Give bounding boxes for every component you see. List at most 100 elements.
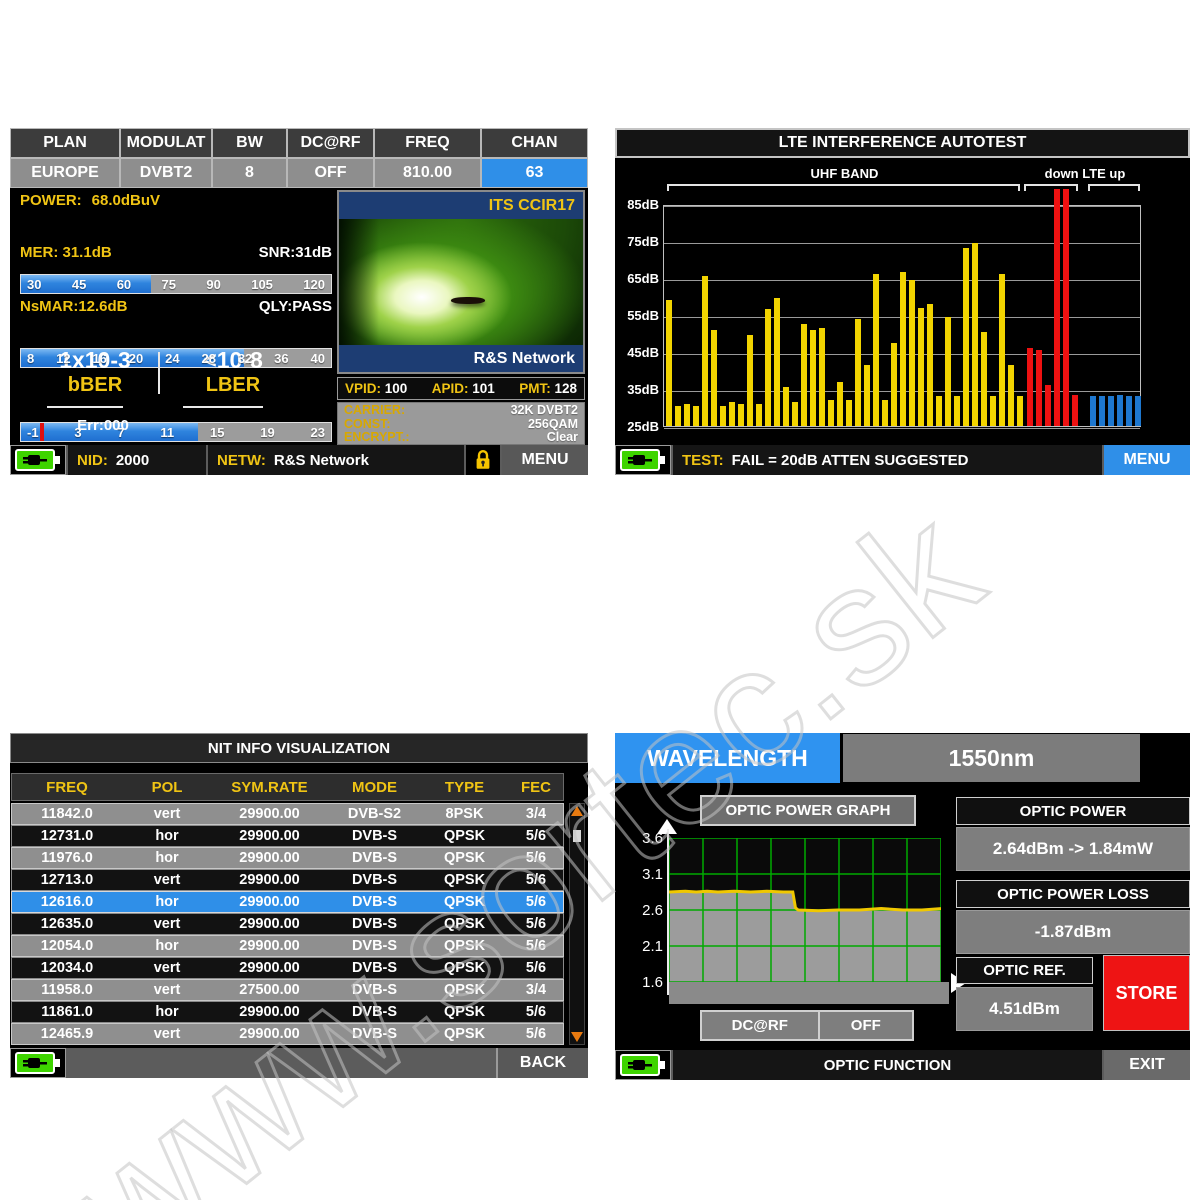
axis-tick-label: 1.6	[642, 974, 663, 991]
optic-function-panel: WAVELENGTH 1550nm OPTIC POWER GRAPH 3.6 3…	[615, 733, 1190, 1080]
battery-indicator	[10, 1048, 66, 1078]
pmt-value: 128	[554, 381, 577, 396]
table-cell: hor	[155, 894, 179, 910]
dcrf-label[interactable]: DC@RF	[702, 1012, 820, 1039]
chan-value[interactable]: 63	[481, 158, 588, 188]
table-cell: QPSK	[443, 938, 486, 954]
lte-bar	[729, 401, 735, 426]
lte-bar	[711, 329, 717, 426]
tick-label: 75	[161, 276, 176, 292]
table-cell: vert	[153, 960, 181, 976]
menu-button[interactable]: MENU	[1104, 445, 1190, 475]
back-button[interactable]: BACK	[496, 1048, 588, 1078]
table-row[interactable]: 12635.0 vert 29900.00 DVB-S QPSK 5/6	[11, 913, 564, 935]
lte-bar	[972, 242, 978, 426]
scroll-thumb[interactable]	[573, 830, 581, 842]
chan-header: CHAN	[481, 128, 588, 158]
optic-ylabels: 3.6 3.1 2.6 2.1 1.6	[623, 830, 663, 991]
table-row[interactable]: 11861.0 hor 29900.00 DVB-S QPSK 5/6	[11, 1001, 564, 1023]
freq-value[interactable]: 810.00	[374, 158, 481, 188]
table-cell: QPSK	[443, 916, 486, 932]
lte-bar	[1045, 385, 1051, 426]
netw-value: R&S Network	[273, 451, 369, 469]
wavelength-button[interactable]: WAVELENGTH	[615, 733, 840, 783]
table-row[interactable]: 12054.0 hor 29900.00 DVB-S QPSK 5/6	[11, 935, 564, 957]
test-result: FAIL = 20dB ATTEN SUGGESTED	[731, 451, 969, 469]
optic-ref-value: 4.51dBm	[956, 987, 1093, 1031]
lte-bar	[801, 324, 807, 426]
lte-bar	[981, 331, 987, 426]
nsmar-scalebar: -1 3 7 11 15 19 23	[20, 422, 332, 442]
lte-bar	[999, 274, 1005, 426]
lte-bar	[963, 248, 969, 426]
dcrf-box[interactable]: DC@RF OFF	[700, 1010, 914, 1041]
lte-bar	[1027, 348, 1033, 426]
store-button[interactable]: STORE	[1103, 955, 1190, 1031]
wavelength-value[interactable]: 1550nm	[843, 734, 1140, 782]
table-row[interactable]: 12616.0 hor 29900.00 DVB-S QPSK 5/6	[11, 891, 564, 913]
power-fill	[21, 275, 152, 293]
table-cell: vert	[153, 872, 181, 888]
battery-indicator	[10, 445, 66, 475]
axis-tick-label: 35dB	[627, 382, 659, 397]
dcrf-value[interactable]: OFF	[850, 1017, 881, 1034]
lte-bar	[783, 387, 789, 426]
tick-label: 32	[237, 350, 253, 366]
table-row[interactable]: 11958.0 vert 27500.00 DVB-S QPSK 3/4	[11, 979, 564, 1001]
tick-label: 24	[165, 350, 180, 366]
lte-bar	[900, 272, 906, 426]
table-cell: 3/4	[525, 982, 547, 998]
table-row[interactable]: 12713.0 vert 29900.00 DVB-S QPSK 5/6	[11, 869, 564, 891]
table-cell: 12635.0	[40, 916, 94, 932]
table-cell: 5/6	[525, 828, 547, 844]
scroll-up-icon[interactable]	[571, 806, 583, 816]
lte-bar	[1008, 364, 1014, 426]
tick-label: 3	[74, 424, 82, 440]
mer-scalebar: 8 12 16 20 24 28 32 36 40	[20, 348, 332, 368]
lte-bar	[837, 381, 843, 426]
table-row[interactable]: 12731.0 hor 29900.00 DVB-S QPSK 5/6	[11, 825, 564, 847]
scroll-down-icon[interactable]	[571, 1032, 583, 1042]
plan-value[interactable]: EUROPE	[10, 158, 120, 188]
bl-status-bar: BACK	[10, 1048, 588, 1078]
carrier-label: CARRIER:	[344, 403, 406, 417]
lte-bar	[1090, 396, 1096, 426]
table-row[interactable]: 12034.0 vert 29900.00 DVB-S QPSK 5/6	[11, 957, 564, 979]
column-header: TYPE	[444, 778, 485, 796]
table-cell: 11842.0	[41, 806, 93, 822]
table-cell: 29900.00	[239, 960, 300, 976]
scrollbar[interactable]	[569, 803, 585, 1045]
modulat-value[interactable]: DVBT2	[120, 158, 212, 188]
bw-value[interactable]: 8	[212, 158, 287, 188]
lte-bar	[1126, 396, 1132, 426]
table-cell: 11976.0	[41, 850, 93, 866]
table-cell: DVB-S	[351, 938, 398, 954]
axis-tick-label: 85dB	[627, 197, 659, 212]
snr-label: SNR:31dB	[258, 244, 332, 261]
lte-bar	[1108, 396, 1114, 426]
exit-button[interactable]: EXIT	[1104, 1050, 1190, 1080]
table-row[interactable]: 11976.0 hor 29900.00 DVB-S QPSK 5/6	[11, 847, 564, 869]
lte-bar	[1072, 394, 1078, 426]
tick-label: 15	[209, 424, 225, 440]
lock-icon	[476, 450, 490, 469]
table-cell: DVB-S	[351, 982, 398, 998]
optic-power-graph-button[interactable]: OPTIC POWER GRAPH	[700, 795, 916, 826]
dcrf-value[interactable]: OFF	[287, 158, 374, 188]
nsmar-label: NsMAR:12.6dB	[20, 298, 128, 315]
battery-icon	[15, 1052, 60, 1074]
column-header: POL	[151, 778, 183, 796]
table-row[interactable]: 12465.9 vert 29900.00 DVB-S QPSK 5/6	[11, 1023, 564, 1045]
axis-tick-label: 25dB	[627, 419, 659, 434]
table-cell: QPSK	[443, 850, 486, 866]
tick-label: 16	[92, 350, 107, 366]
menu-button[interactable]: MENU	[502, 445, 588, 475]
column-header: FREQ	[46, 778, 88, 796]
table-cell: vert	[153, 916, 181, 932]
table-row[interactable]: 11842.0 vert 29900.00 DVB-S2 8PSK 3/4	[11, 803, 564, 825]
table-cell: 29900.00	[239, 872, 300, 888]
table-cell: vert	[153, 1026, 181, 1042]
lte-bar	[909, 279, 915, 426]
lte-bar	[1017, 396, 1023, 426]
network-name: R&S Network	[473, 349, 575, 367]
